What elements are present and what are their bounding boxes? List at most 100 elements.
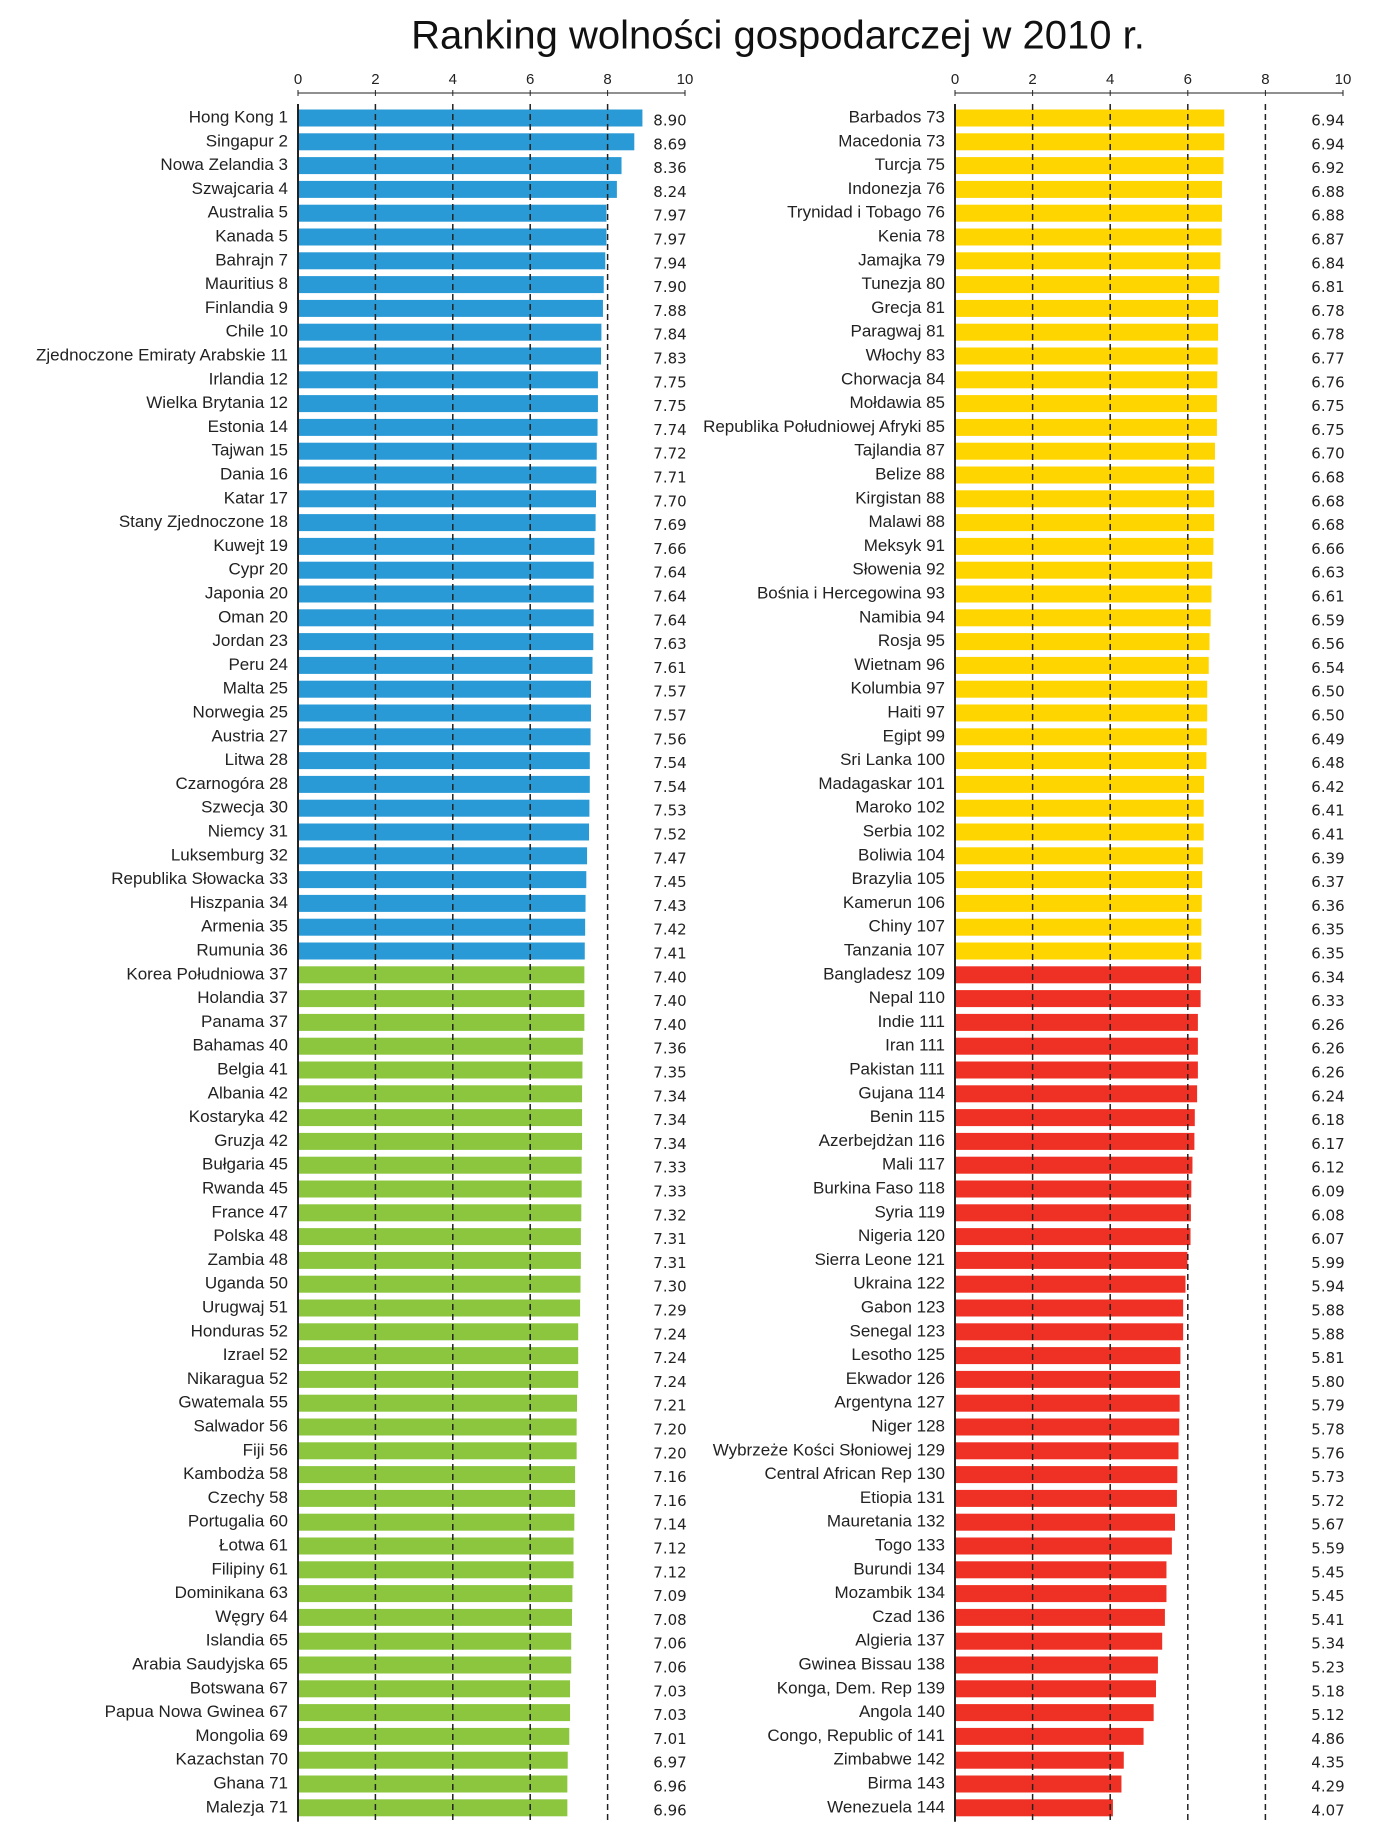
x-tick-label: 4 bbox=[1106, 71, 1114, 88]
bar bbox=[298, 823, 590, 841]
category-label: Sierra Leone 121 bbox=[815, 1250, 945, 1269]
category-label: Chile 10 bbox=[226, 322, 288, 341]
value-label: 6.48 bbox=[1311, 754, 1344, 772]
category-label: Szwajcaria 4 bbox=[192, 179, 288, 198]
value-label: 6.96 bbox=[653, 1778, 686, 1796]
value-label: 7.52 bbox=[653, 826, 686, 844]
bar bbox=[955, 894, 1202, 912]
value-label: 7.16 bbox=[653, 1492, 686, 1510]
bar bbox=[298, 918, 586, 936]
category-label: Ukraina 122 bbox=[853, 1274, 945, 1293]
category-label: Mozambik 134 bbox=[834, 1583, 945, 1602]
bar bbox=[955, 109, 1225, 127]
value-label: 6.37 bbox=[1311, 873, 1344, 891]
bar bbox=[298, 466, 597, 484]
bar bbox=[955, 1132, 1195, 1150]
bar bbox=[955, 1251, 1188, 1269]
category-label: Bahrajn 7 bbox=[215, 250, 288, 269]
value-label: 7.75 bbox=[653, 373, 686, 391]
bar bbox=[955, 990, 1201, 1008]
value-label: 5.88 bbox=[1311, 1325, 1344, 1343]
value-label: 6.68 bbox=[1311, 516, 1344, 534]
bar bbox=[955, 1228, 1191, 1246]
value-label: 6.49 bbox=[1311, 730, 1344, 748]
value-label: 7.40 bbox=[653, 992, 686, 1010]
category-label: Central African Rep 130 bbox=[765, 1464, 946, 1483]
bar bbox=[298, 347, 602, 365]
bar bbox=[298, 133, 635, 151]
category-label: Grecja 81 bbox=[871, 298, 945, 317]
bar bbox=[298, 490, 596, 508]
category-label: Trynidad i Tobago 76 bbox=[787, 203, 945, 222]
value-label: 5.81 bbox=[1311, 1349, 1344, 1367]
value-label: 7.32 bbox=[653, 1206, 686, 1224]
x-tick-label: 6 bbox=[1184, 71, 1192, 88]
bar bbox=[955, 1204, 1191, 1222]
bar bbox=[298, 1680, 571, 1698]
bar bbox=[298, 1251, 581, 1269]
category-label: Izrael 52 bbox=[223, 1345, 288, 1364]
bar bbox=[298, 894, 586, 912]
value-label: 7.69 bbox=[653, 516, 686, 534]
bar bbox=[298, 1299, 581, 1317]
category-label: Boliwia 104 bbox=[858, 845, 945, 864]
value-label: 6.88 bbox=[1311, 183, 1344, 201]
value-label: 7.94 bbox=[653, 254, 686, 272]
bar bbox=[955, 490, 1215, 508]
bar bbox=[955, 228, 1222, 246]
value-label: 5.80 bbox=[1311, 1373, 1344, 1391]
value-label: 6.76 bbox=[1311, 373, 1344, 391]
bar bbox=[298, 990, 585, 1008]
value-label: 6.12 bbox=[1311, 1159, 1344, 1177]
category-label: Bahamas 40 bbox=[193, 1036, 288, 1055]
value-label: 7.06 bbox=[653, 1635, 686, 1653]
bar bbox=[955, 418, 1217, 436]
bar bbox=[955, 1561, 1167, 1579]
category-label: Maroko 102 bbox=[855, 798, 945, 817]
category-label: Bośnia i Hercegowina 93 bbox=[757, 583, 945, 602]
value-label: 6.42 bbox=[1311, 778, 1344, 796]
bar bbox=[298, 371, 598, 389]
bar bbox=[955, 1585, 1167, 1603]
category-label: Peru 24 bbox=[228, 655, 288, 674]
value-label: 6.17 bbox=[1311, 1135, 1344, 1153]
bar bbox=[955, 847, 1203, 865]
value-label: 7.41 bbox=[653, 945, 686, 963]
category-label: Zjednoczone Emiraty Arabskie 11 bbox=[36, 345, 288, 364]
bar bbox=[955, 656, 1209, 674]
value-label: 7.24 bbox=[653, 1373, 686, 1391]
value-label: 6.33 bbox=[1311, 992, 1344, 1010]
category-label: Finlandia 9 bbox=[205, 298, 288, 317]
bar bbox=[955, 775, 1205, 793]
category-label: Sri Lanka 100 bbox=[840, 750, 945, 769]
x-tick-label: 10 bbox=[1335, 71, 1352, 88]
value-label: 7.08 bbox=[653, 1611, 686, 1629]
value-label: 6.66 bbox=[1311, 540, 1344, 558]
category-label: Bułgaria 45 bbox=[202, 1155, 288, 1174]
category-label: Madagaskar 101 bbox=[818, 774, 945, 793]
category-label: Szwecja 30 bbox=[201, 798, 288, 817]
value-label: 7.97 bbox=[653, 231, 686, 249]
bar bbox=[955, 728, 1207, 746]
bar bbox=[298, 276, 604, 294]
bar bbox=[955, 1347, 1181, 1365]
x-tick-label: 2 bbox=[1028, 71, 1036, 88]
category-label: Burkina Faso 118 bbox=[813, 1178, 945, 1197]
value-label: 6.94 bbox=[1311, 135, 1344, 153]
category-label: Słowenia 92 bbox=[852, 560, 945, 579]
category-label: Ghana 71 bbox=[213, 1773, 288, 1792]
category-label: Czarnogóra 28 bbox=[176, 774, 288, 793]
value-label: 7.88 bbox=[653, 302, 686, 320]
value-label: 7.24 bbox=[653, 1349, 686, 1367]
bar bbox=[298, 1442, 577, 1460]
value-label: 7.14 bbox=[653, 1516, 686, 1534]
category-label: Dominikana 63 bbox=[175, 1583, 288, 1602]
bar bbox=[298, 1632, 572, 1650]
value-label: 7.16 bbox=[653, 1468, 686, 1486]
category-label: Malawi 88 bbox=[868, 512, 945, 531]
bar bbox=[955, 704, 1208, 722]
bar bbox=[298, 847, 588, 865]
category-label: Stany Zjednoczone 18 bbox=[119, 512, 288, 531]
value-label: 7.71 bbox=[653, 469, 686, 487]
category-label: Filipiny 61 bbox=[211, 1559, 288, 1578]
